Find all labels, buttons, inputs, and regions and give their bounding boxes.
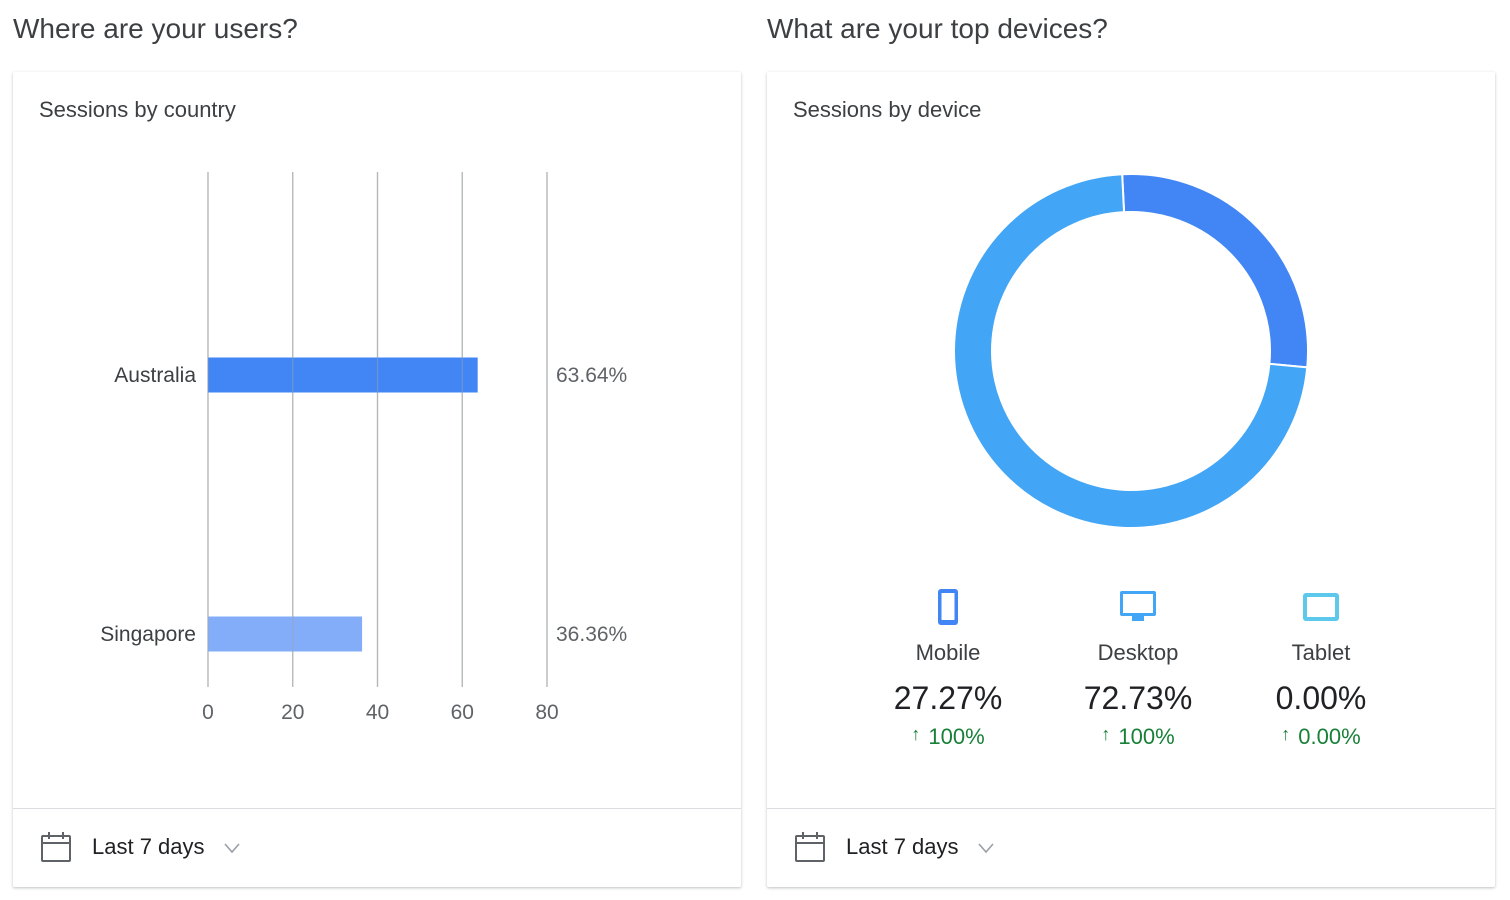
device-percentage: 72.73% [1083, 680, 1193, 716]
device-percentage: 0.00% [1275, 680, 1367, 716]
bar-australia[interactable] [208, 357, 478, 393]
device-name: Desktop [1097, 640, 1179, 665]
arrow-up-icon: ↑ [1101, 724, 1111, 744]
bar-value-label: 36.36% [556, 623, 627, 646]
section-title-devices: What are your top devices? [767, 13, 1108, 44]
x-tick-label: 60 [451, 701, 474, 724]
date-range-label: Last 7 days [92, 834, 205, 859]
chevron-down-icon [978, 843, 994, 854]
x-tick-label: 40 [366, 701, 389, 724]
date-range-dropdown-device[interactable]: Last 7 days [767, 808, 1495, 887]
change-value: 0.00% [1298, 724, 1361, 749]
sessions-by-device-card: Sessions by device Mobile 27.27% ↑ 100% D… [767, 72, 1495, 887]
chevron-down-icon [224, 843, 240, 854]
category-label: Singapore [100, 623, 196, 646]
change-value: 100% [1118, 724, 1175, 749]
change-value: 100% [928, 724, 985, 749]
x-tick-label: 0 [202, 701, 214, 724]
sessions-by-country-card: Sessions by country 0 20 40 60 80 Australia 63… [13, 72, 741, 887]
arrow-up-icon: ↑ [1281, 724, 1291, 744]
tablet-icon [1303, 593, 1339, 621]
arrow-up-icon: ↑ [911, 724, 921, 744]
device-name: Mobile [915, 640, 981, 665]
device-name: Tablet [1291, 640, 1351, 665]
device-desktop: Desktop 72.73% ↑ 100% [1048, 587, 1228, 752]
sessions-by-device-donut [953, 173, 1309, 529]
calendar-icon [795, 832, 825, 862]
smartphone-icon [938, 589, 958, 625]
date-range-label: Last 7 days [846, 834, 959, 859]
card-title-country: Sessions by country [39, 97, 236, 122]
device-change: ↑ 100% [1048, 723, 1228, 752]
donut-slice-desktop[interactable] [953, 173, 1309, 529]
x-tick-label: 80 [535, 701, 558, 724]
x-tick-label: 20 [281, 701, 304, 724]
device-percentage: 27.27% [893, 680, 1003, 716]
category-label: Australia [114, 364, 196, 387]
donut-slice-mobile[interactable] [1121, 173, 1309, 369]
device-change: ↑ 0.00% [1231, 723, 1411, 752]
device-change: ↑ 100% [858, 723, 1038, 752]
date-range-dropdown-country[interactable]: Last 7 days [13, 808, 741, 887]
bar-singapore[interactable] [208, 616, 363, 652]
device-tablet: Tablet 0.00% ↑ 0.00% [1231, 587, 1411, 752]
bar-value-label: 63.64% [556, 364, 627, 387]
section-title-users: Where are your users? [13, 13, 298, 44]
calendar-icon [41, 832, 71, 862]
sessions-by-country-chart: 0 20 40 60 80 Australia 63.64% Singapore 36.36% [100, 172, 627, 724]
card-title-device: Sessions by device [793, 97, 982, 122]
device-mobile: Mobile 27.27% ↑ 100% [858, 587, 1038, 752]
desktop-icon [1120, 591, 1156, 621]
